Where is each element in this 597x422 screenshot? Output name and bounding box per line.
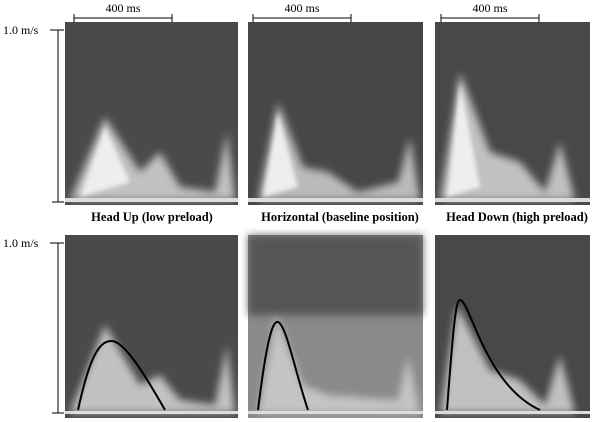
velocity-label: 1.0 m/s <box>3 236 39 250</box>
velocity-label: 1.0 m/s <box>3 23 39 37</box>
doppler-image <box>248 235 423 418</box>
doppler-image <box>435 235 590 418</box>
scale-bars <box>73 14 540 22</box>
velocity-axes <box>50 29 64 414</box>
panel-label: Head Up (low preload) <box>91 210 213 224</box>
doppler-image <box>65 22 238 205</box>
scale-label: 400 ms <box>284 1 319 15</box>
doppler-image <box>248 22 423 205</box>
doppler-image <box>435 22 590 205</box>
doppler-image <box>65 235 238 418</box>
scale-label: 400 ms <box>472 1 507 15</box>
panel-label: Horizontal (baseline position) <box>261 210 419 224</box>
scale-label: 400 ms <box>105 1 140 15</box>
panel-label: Head Down (high preload) <box>446 210 588 224</box>
